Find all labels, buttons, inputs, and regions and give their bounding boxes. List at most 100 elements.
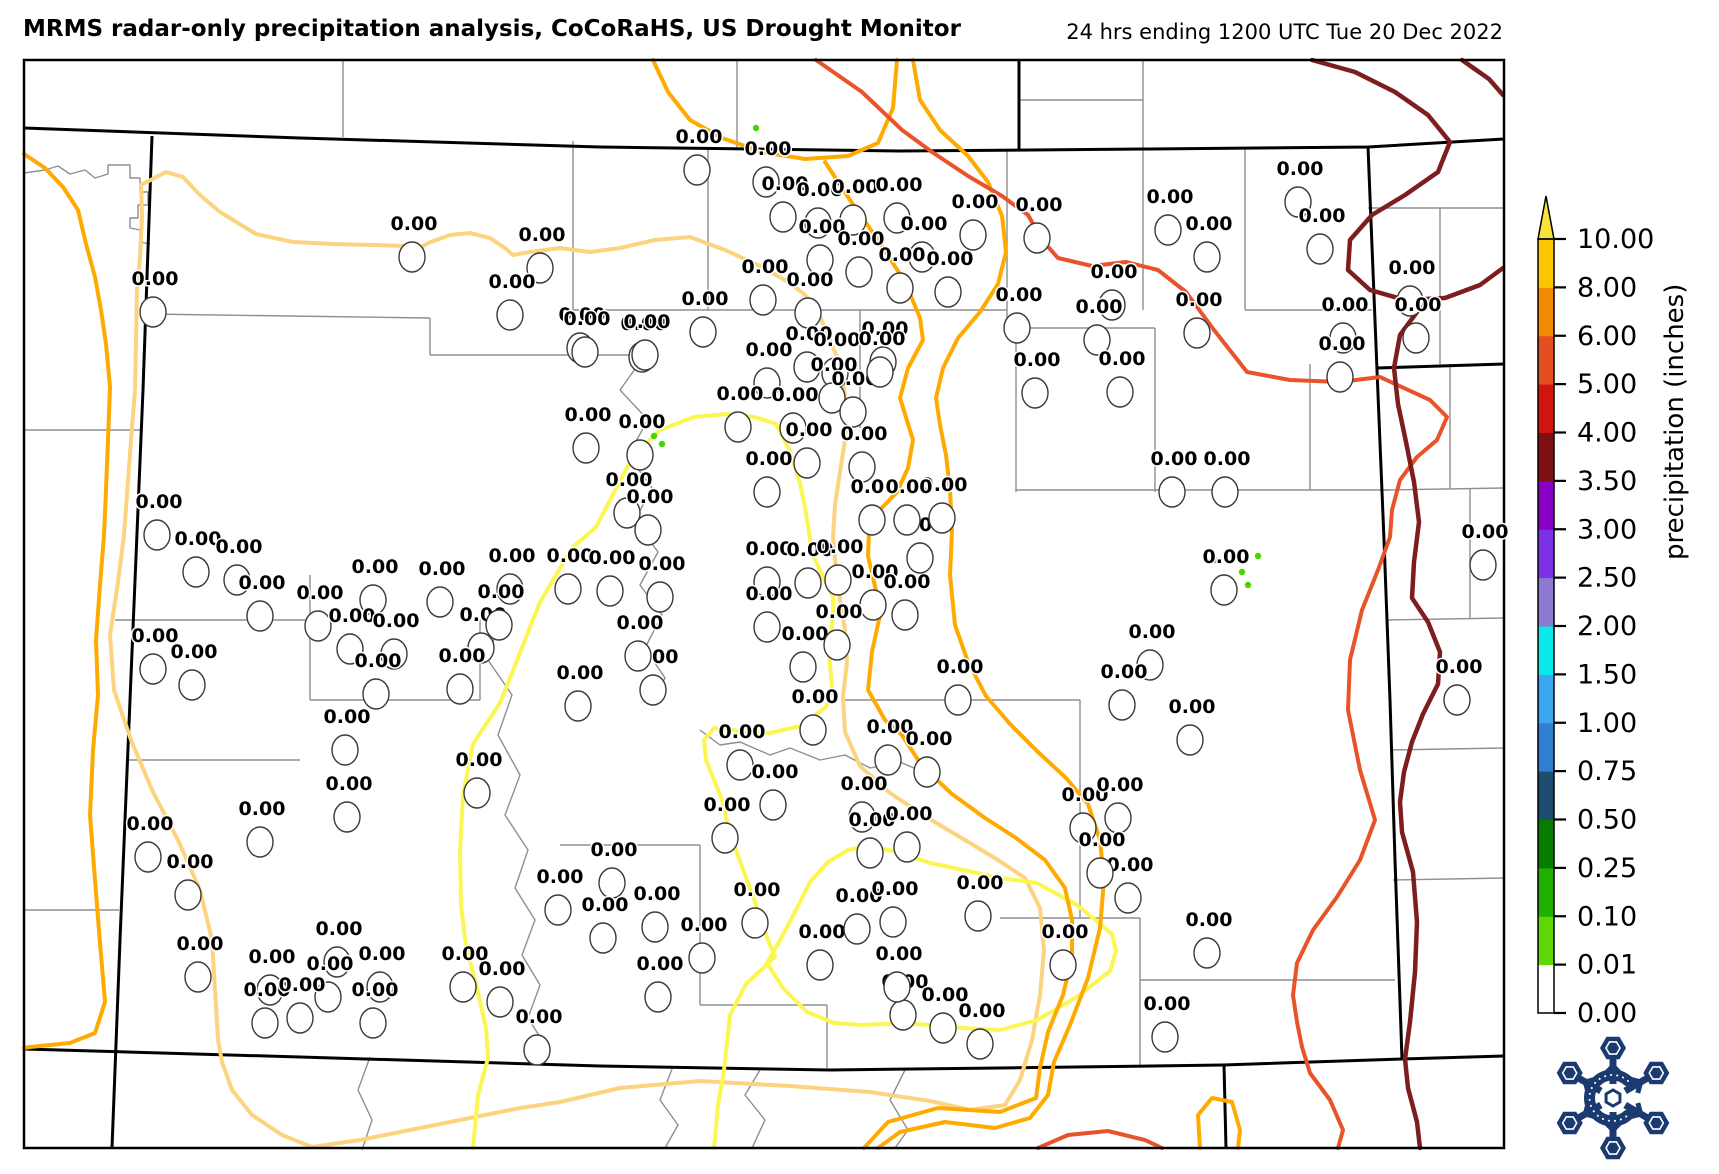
station-marker: [1021, 377, 1049, 409]
station-value: 0.00: [639, 553, 686, 575]
precip-speck: [1238, 568, 1246, 576]
snowflake-icon: [1600, 1036, 1626, 1060]
station-value: 0.00: [132, 268, 179, 290]
station-marker: [879, 906, 907, 938]
station-marker: [644, 981, 672, 1013]
station-marker: [858, 504, 886, 536]
station-value: 0.00: [852, 561, 899, 583]
colorbar-tick-label: 0.01: [1577, 950, 1637, 981]
station-marker: [496, 299, 524, 331]
station-marker: [526, 252, 554, 284]
station-value: 0.00: [637, 953, 684, 975]
station-marker: [839, 396, 867, 428]
station-marker: [793, 351, 821, 383]
colorbar-segment: [1538, 480, 1554, 530]
station-value: 0.00: [676, 126, 723, 148]
colorbar-segment: [1538, 964, 1554, 1014]
station-value: 0.00: [1277, 158, 1324, 180]
station-value: 0.00: [1176, 289, 1223, 311]
station-value: 0.00: [886, 476, 933, 498]
station-value: 0.00: [746, 538, 793, 560]
station-value: 0.00: [814, 329, 861, 351]
station-marker: [749, 284, 777, 316]
station-value: 0.00: [952, 191, 999, 213]
station-marker: [883, 202, 911, 234]
station-value: 0.00: [516, 1006, 563, 1028]
station-value: 0.00: [717, 383, 764, 405]
station-value: 0.00: [841, 423, 888, 445]
station-value: 0.00: [127, 813, 174, 835]
station-marker: [359, 1007, 387, 1039]
station-value: 0.00: [1204, 448, 1251, 470]
station-value: 0.00: [419, 558, 466, 580]
station-value: 0.00: [901, 213, 948, 235]
station-marker: [1443, 684, 1471, 716]
station-value: 0.00: [478, 581, 525, 603]
colorbar-tick-label: 0.75: [1577, 756, 1637, 787]
station-value: 0.00: [772, 384, 819, 406]
station-value: 0.00: [621, 313, 668, 335]
station-value: 0.00: [816, 601, 863, 623]
drought-D2-orange-small: [1196, 1096, 1242, 1150]
station-marker: [824, 564, 852, 596]
station-marker: [683, 154, 711, 186]
station-value: 0.00: [742, 256, 789, 278]
station-marker: [1211, 476, 1239, 508]
station-marker: [571, 336, 599, 368]
station-value: 0.00: [838, 228, 885, 250]
station-marker: [589, 922, 617, 954]
station-marker: [966, 1028, 994, 1060]
station-marker: [598, 867, 626, 899]
station-value: 0.00: [1436, 656, 1483, 678]
station-value: 0.00: [1186, 909, 1233, 931]
snowflake-icon: [1588, 1074, 1629, 1122]
snowflake-icon: [1643, 1111, 1670, 1135]
colorbar-tick-label: 8.00: [1577, 272, 1637, 303]
snowflake-icon: [1600, 1136, 1626, 1160]
drought-D2-orange-east: [876, 58, 1106, 1150]
colorbar-tick-label: 0.00: [1577, 998, 1637, 1029]
station-marker: [362, 678, 390, 710]
colorbar-tick-label: 3.00: [1577, 514, 1637, 545]
station-value: 0.00: [391, 213, 438, 235]
station-value: 0.00: [786, 419, 833, 441]
station-value: 0.00: [1395, 294, 1442, 316]
colorbar-tick-label: 2.50: [1577, 563, 1637, 594]
station-marker: [1154, 214, 1182, 246]
station-value: 0.00: [719, 721, 766, 743]
station-marker: [753, 566, 781, 598]
station-marker: [711, 822, 739, 854]
station-value: 0.00: [329, 605, 376, 627]
station-value: 0.00: [937, 656, 984, 678]
station-marker: [843, 913, 871, 945]
station-value: 0.00: [565, 404, 612, 426]
station-marker: [1136, 649, 1164, 681]
snowflake-icon: [1629, 1076, 1644, 1094]
station-marker: [726, 749, 754, 781]
station-value: 0.00: [1144, 993, 1191, 1015]
colorbar-segment: [1538, 287, 1554, 337]
station-marker: [139, 296, 167, 328]
station-marker: [178, 669, 206, 701]
station-marker: [246, 600, 274, 632]
drought-D2-orange-west: [22, 152, 112, 1050]
station-value: 0.00: [624, 311, 671, 333]
station-value: 0.00: [681, 914, 728, 936]
station-marker: [485, 609, 513, 641]
station-marker: [689, 316, 717, 348]
station-marker: [336, 633, 364, 665]
station-marker: [634, 514, 662, 546]
station-marker: [789, 651, 817, 683]
station-value: 0.00: [1169, 696, 1216, 718]
snowflake-icon: [1604, 1088, 1622, 1108]
station-value: 0.00: [752, 761, 799, 783]
station-value: 0.00: [519, 224, 566, 246]
station-marker: [929, 1012, 957, 1044]
station-marker: [304, 610, 332, 642]
station-marker: [639, 674, 667, 706]
drought-D4-darkred-hook: [1309, 57, 1506, 303]
station-value: 0.00: [634, 883, 681, 905]
station-value: 0.00: [786, 323, 833, 345]
plot-frame: [22, 58, 1506, 1150]
